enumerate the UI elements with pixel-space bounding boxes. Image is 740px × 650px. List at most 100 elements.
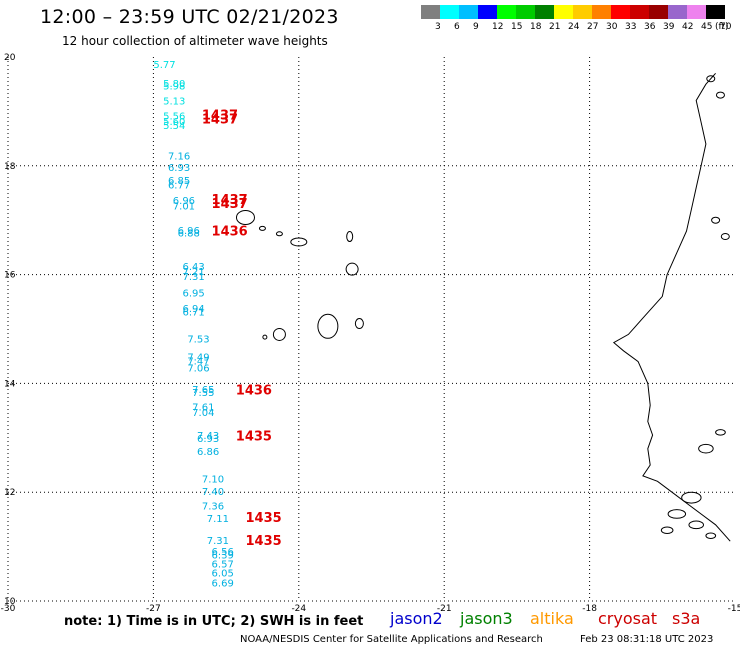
satellite-legend-jason3: jason3 — [460, 609, 513, 628]
coastal-island — [715, 91, 725, 99]
scale-swatch — [459, 5, 478, 19]
pass-time-label: 1436 — [212, 224, 248, 239]
satellite-legend-altika: altika — [530, 609, 574, 628]
scale-swatch — [478, 5, 497, 19]
pass-time-label: 1435 — [245, 511, 281, 526]
scale-swatch — [440, 5, 459, 19]
scale-label: 33 — [625, 22, 637, 32]
swh-observation-label: 7.49 — [187, 353, 209, 364]
coastal-island — [720, 233, 730, 241]
swh-observation-label: 6.56 — [212, 547, 234, 558]
swh-observation-label: 7.55 — [192, 388, 214, 399]
y-tick-label: 14 — [4, 379, 16, 389]
cape-verde-island — [354, 318, 364, 330]
pass-time-label: 1437 — [202, 109, 238, 124]
swh-observation-label: 7.16 — [168, 151, 190, 162]
x-tick-label: -18 — [582, 604, 597, 614]
y-tick-label: 16 — [4, 271, 16, 281]
cape-verde-island — [275, 231, 283, 237]
scale-swatch — [516, 5, 535, 19]
swh-observation-label: 7.06 — [187, 363, 209, 374]
swh-observation-label: 6.43 — [182, 262, 204, 273]
coastal-island — [681, 491, 702, 504]
swh-observation-label: 5.54 — [163, 121, 185, 132]
swh-observation-label: 6.39 — [212, 551, 234, 562]
x-tick-label: -15 — [728, 604, 740, 614]
scale-swatch — [630, 5, 649, 19]
scale-label: 18 — [530, 22, 542, 32]
swh-observation-label: 7.21 — [182, 267, 204, 278]
scale-label: 27 — [587, 22, 599, 32]
swh-observation-label: 6.71 — [182, 307, 204, 318]
swh-observation-label: 6.93 — [168, 163, 190, 174]
swh-observation-label: 5.77 — [153, 60, 175, 71]
cape-verde-island — [317, 313, 339, 339]
coastline-west-africa — [612, 72, 731, 542]
scale-swatch — [687, 5, 706, 19]
x-tick-label: -24 — [291, 604, 306, 614]
page-subtitle: 12 hour collection of altimeter wave hei… — [62, 34, 328, 48]
swh-observation-label: 6.88 — [178, 229, 200, 240]
scale-label: 15 — [511, 22, 523, 32]
swh-observation-label: 5.13 — [163, 96, 185, 107]
satellite-legend-s3a: s3a — [672, 609, 701, 628]
swh-observation-label: 7.01 — [173, 201, 195, 212]
cape-verde-island — [346, 231, 354, 243]
coastal-island — [706, 75, 716, 83]
pass-time-label: 1435 — [245, 534, 281, 549]
swh-observation-label: 6.86 — [197, 447, 219, 458]
satellite-legend-jason2: jason2 — [390, 609, 443, 628]
swh-observation-label: 7.04 — [192, 408, 214, 419]
swh-observation-label: 6.05 — [212, 569, 234, 580]
coastal-island — [711, 216, 721, 224]
swh-observation-label: 6.96 — [173, 196, 195, 207]
swh-observation-label: 6.69 — [212, 578, 234, 589]
scale-label: 30 — [606, 22, 618, 32]
scale-label: 6 — [454, 22, 460, 32]
pass-time-label: 1436 — [236, 383, 272, 398]
swh-observation-label: 7.10 — [202, 474, 224, 485]
swh-observation-label: 7.61 — [192, 403, 214, 414]
swh-observation-label: 5.56 — [163, 112, 185, 123]
scale-label: 45 — [701, 22, 713, 32]
swh-observation-label: 6.93 — [197, 434, 219, 445]
scale-label: 42 — [682, 22, 694, 32]
wave-height-color-scale: 3 6 9 12 15 18 21 24 27 30 33 36 39 42 45 70 (ft) — [421, 5, 740, 37]
scale-swatch — [706, 5, 725, 19]
swh-observation-label: 5.60 — [163, 117, 185, 128]
scale-swatch — [421, 5, 440, 19]
cape-verde-island — [235, 209, 255, 225]
coastal-island — [667, 509, 687, 519]
swh-observation-label: 6.57 — [212, 559, 234, 570]
swh-observation-label: 5.80 — [163, 79, 185, 90]
swh-observation-label: 7.11 — [207, 514, 229, 525]
scale-label: 12 — [492, 22, 504, 32]
x-tick-label: -27 — [146, 604, 161, 614]
coastal-island — [660, 526, 674, 535]
scale-swatch — [497, 5, 516, 19]
satellite-legend-cryosat: cryosat — [598, 609, 658, 628]
scale-label: 21 — [549, 22, 561, 32]
x-tick-label: -21 — [437, 604, 452, 614]
scale-swatch — [649, 5, 668, 19]
x-tick-label: -30 — [1, 604, 16, 614]
swh-observation-label: 7.40 — [202, 487, 224, 498]
cape-verde-island — [258, 225, 266, 231]
swh-observation-label: 7.31 — [182, 272, 204, 283]
swh-observation-label: 6.94 — [182, 304, 204, 315]
swh-observation-label: 6.85 — [168, 176, 190, 187]
footer-note: note: 1) Time is in UTC; 2) SWH is in fe… — [64, 614, 364, 629]
cape-verde-island — [262, 334, 268, 340]
coastal-island — [688, 520, 704, 530]
pass-time-label: 1437 — [202, 112, 238, 127]
swh-observation-label: 7.65 — [192, 385, 214, 396]
scale-swatch — [592, 5, 611, 19]
cape-verde-island — [290, 237, 308, 247]
cape-verde-island — [345, 262, 359, 276]
scale-label: 70 — [720, 22, 732, 32]
swh-observation-label: 7.47 — [187, 356, 209, 367]
scale-swatch — [611, 5, 630, 19]
generated-timestamp: Feb 23 08:31:18 UTC 2023 — [580, 634, 714, 645]
